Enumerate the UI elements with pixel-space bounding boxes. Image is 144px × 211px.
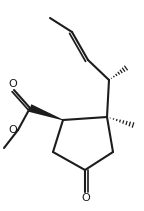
Polygon shape bbox=[29, 104, 63, 120]
Text: O: O bbox=[82, 193, 90, 203]
Text: O: O bbox=[9, 79, 17, 89]
Text: O: O bbox=[8, 125, 17, 135]
